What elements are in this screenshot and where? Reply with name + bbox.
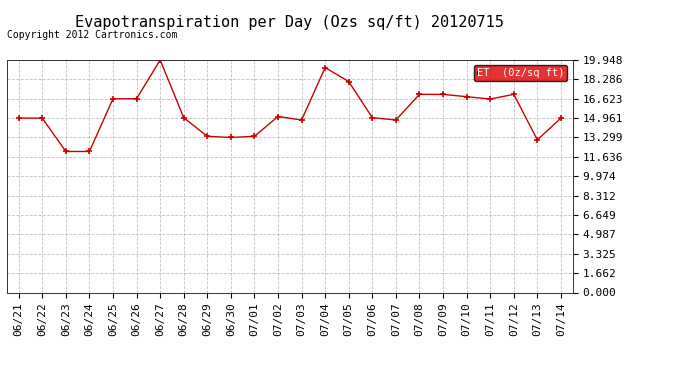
Text: Evapotranspiration per Day (Ozs sq/ft) 20120715: Evapotranspiration per Day (Ozs sq/ft) 2… xyxy=(75,15,504,30)
Legend: ET  (0z/sq ft): ET (0z/sq ft) xyxy=(474,65,567,81)
Text: Copyright 2012 Cartronics.com: Copyright 2012 Cartronics.com xyxy=(7,30,177,40)
